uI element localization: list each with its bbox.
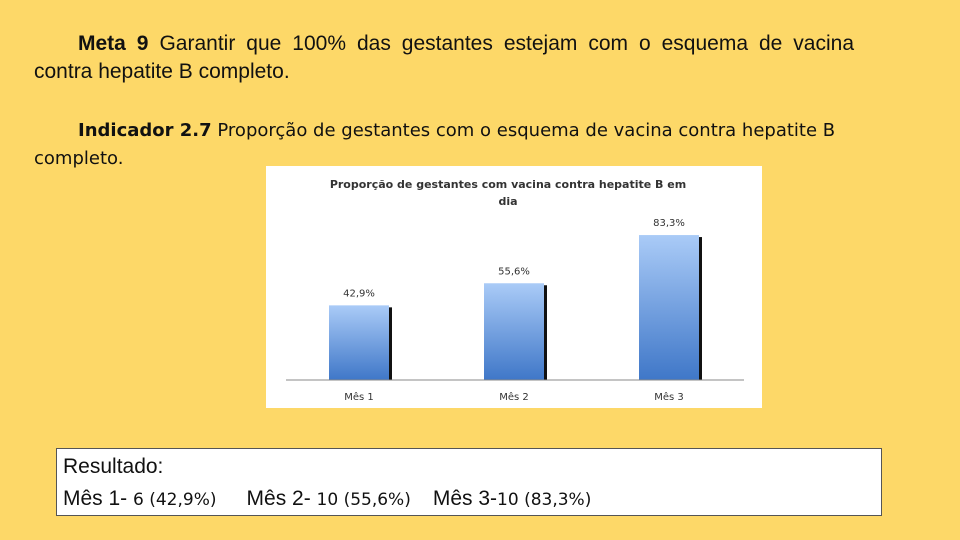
indicador-text: Proporção de gestantes com o esquema de … [34,120,836,169]
result-m3-label: Mês 3- [432,487,498,510]
indicador-paragraph: Indicador 2.7 Proporção de gestantes com… [34,117,864,173]
bar-shadow-2 [544,285,547,380]
category-label-2: Mês 2 [499,391,529,403]
data-label-2: 55,6% [498,266,530,277]
data-label-1: 42,9% [343,288,375,299]
result-m2-value: 10 (55,6%) [316,490,411,510]
bar-shadow-1 [389,307,392,380]
bar-chart: Proporção de gestantes com vacina contra… [286,178,744,403]
result-title: Resultado: [63,455,164,478]
indicador-label: Indicador 2.7 [78,120,212,141]
result-line: Mês 1- 6 (42,9%) Mês 2- 10 (55,6%) Mês 3-1… [63,487,591,511]
bar-1 [329,305,389,380]
chart-container: Proporção de gestantes com vacina contra… [266,166,762,408]
data-label-3: 83,3% [653,218,685,229]
category-label-3: Mês 3 [654,391,684,403]
result-m1-value: 6 (42,9%) [133,490,217,510]
meta-paragraph: Meta 9 Garantir que 100% das gestantes e… [34,30,854,86]
result-m2-label: Mês 2- [246,487,317,510]
result-m3-value: 10 (83,3%) [497,490,592,510]
meta-label: Meta 9 [78,32,149,55]
bar-3 [639,235,699,380]
meta-text: Garantir que 100% das gestantes estejam … [34,32,855,83]
bar-shadow-3 [699,237,702,380]
result-m1-label: Mês 1- [63,487,134,510]
chart-title-line2: dia [498,195,517,208]
chart-title-line1: Proporção de gestantes com vacina contra… [330,178,686,191]
result-box: Resultado: Mês 1- 6 (42,9%) Mês 2- 10 (55… [56,448,882,516]
bar-2 [484,283,544,380]
category-label-1: Mês 1 [344,391,374,403]
